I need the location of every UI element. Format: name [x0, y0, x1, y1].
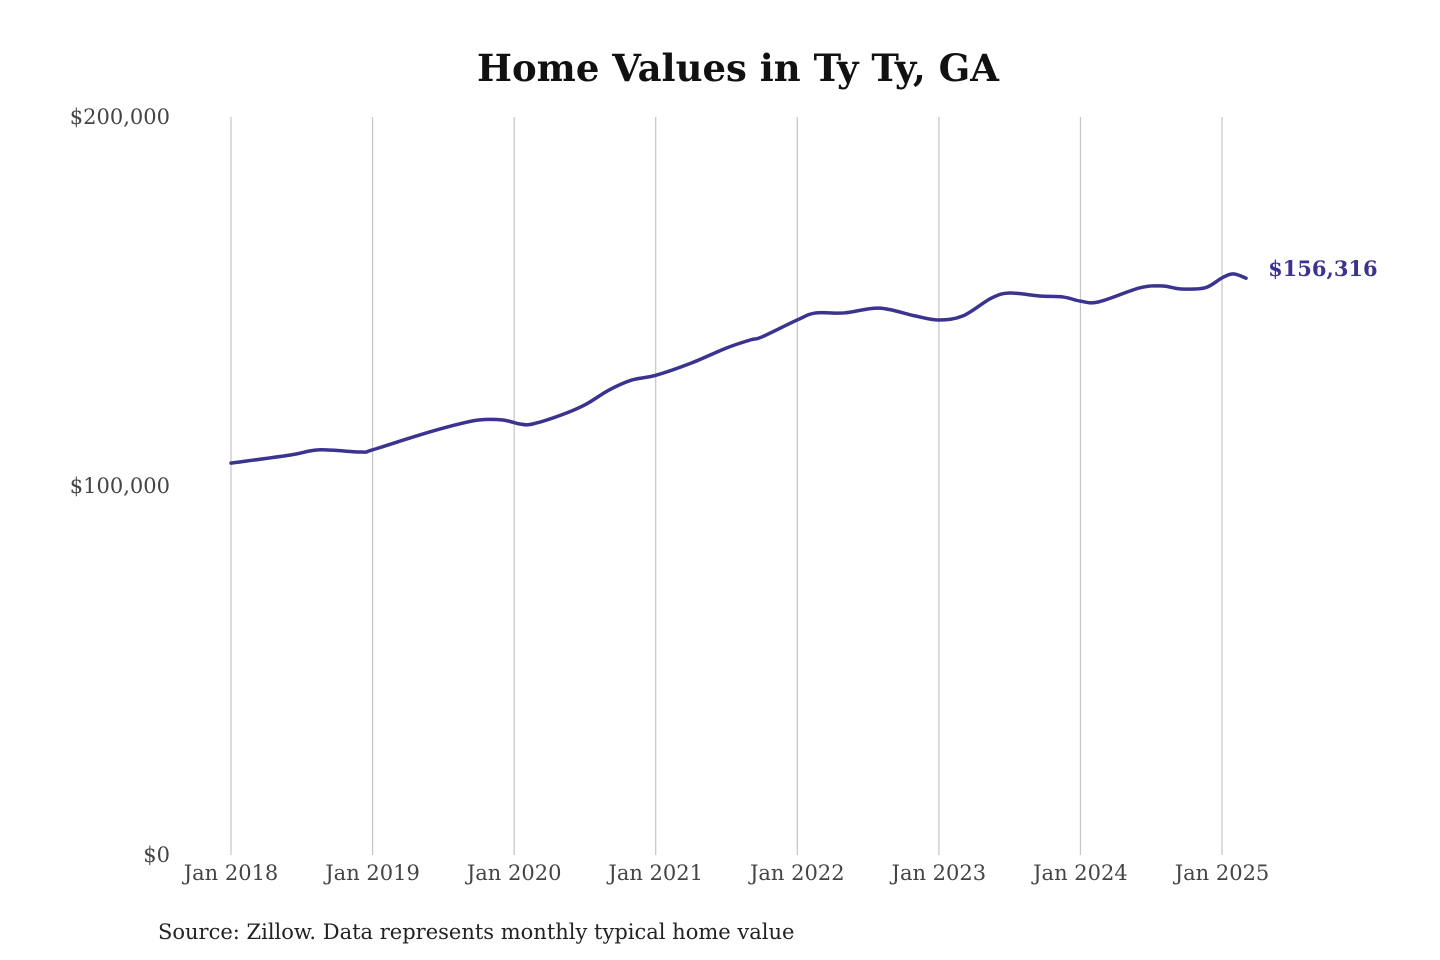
x-tick-label: Jan 2018 [182, 861, 279, 885]
y-tick-label: $0 [143, 843, 170, 867]
x-tick-label: Jan 2019 [323, 861, 420, 885]
y-tick-label: $100,000 [70, 474, 170, 498]
source-note: Source: Zillow. Data represents monthly … [158, 920, 794, 944]
x-tick-label: Jan 2023 [890, 861, 987, 885]
x-tick-label: Jan 2025 [1173, 861, 1270, 885]
x-tick-label: Jan 2020 [465, 861, 562, 885]
y-tick-label: $200,000 [70, 105, 170, 129]
end-value-label: $156,316 [1268, 256, 1378, 281]
x-tick-label: Jan 2021 [606, 861, 703, 885]
y-axis: $0 $100,000 $200,000 [70, 105, 170, 867]
x-axis: Jan 2018 Jan 2019 Jan 2020 Jan 2021 Jan 2022… [182, 861, 1270, 885]
series-lines: $156,316 [229, 256, 1378, 465]
x-tick-label: Jan 2024 [1031, 861, 1128, 885]
chart-title: Home Values in Ty Ty, GA [477, 46, 1000, 90]
x-tick-label: Jan 2022 [748, 861, 845, 885]
gridlines [230, 117, 1223, 855]
series-line [229, 272, 1248, 465]
